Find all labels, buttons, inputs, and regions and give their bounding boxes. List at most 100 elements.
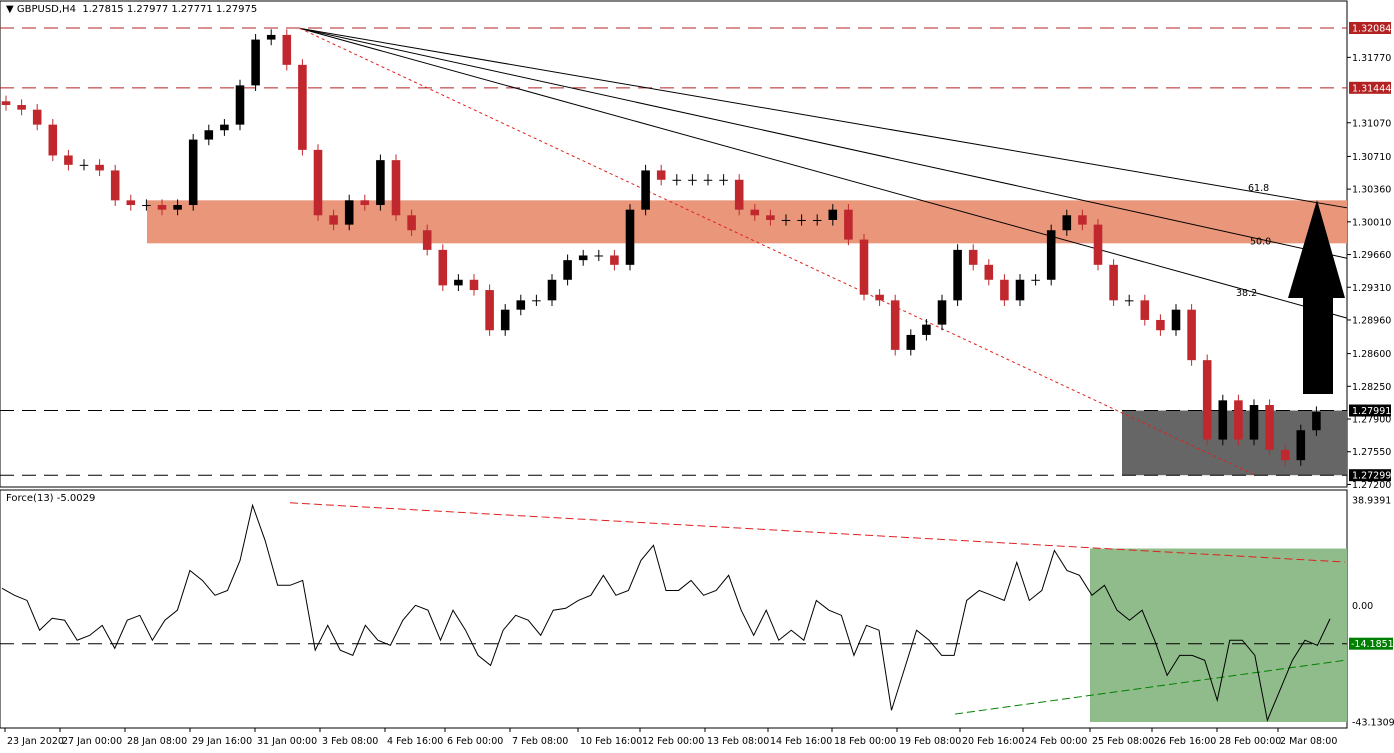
candle-body [235,85,245,125]
candle-body [1265,405,1274,450]
candle-body [1280,449,1290,461]
price-tick-label: 1.31770 [1352,53,1391,64]
candle-body [422,230,432,250]
candle-body [641,170,650,210]
candle-body [79,164,89,166]
price-level-tag [1349,404,1391,417]
candle [1234,394,1243,446]
candle-body [844,209,853,240]
candle [578,249,588,266]
candle-body [1031,279,1040,281]
candle-body [313,149,323,216]
candle [188,133,198,211]
time-tick-label: 4 Feb 16:00 [387,736,443,747]
time-tick-label: 25 Feb 08:00 [1092,736,1154,747]
candle [610,249,619,271]
candle-body [937,300,947,325]
time-tick-label: 6 Feb 00:00 [447,736,503,747]
candle-body [547,279,557,301]
candle-body [251,39,260,86]
fib-fan-label: 61.8 [1248,183,1269,194]
ohlc-readout: 1.27815 1.27977 1.27771 1.27975 [82,4,258,15]
price-tick-label: 1.30010 [1352,217,1391,228]
candle-body [516,300,526,310]
time-tick-label: 7 Feb 08:00 [512,736,568,747]
candle [906,329,916,356]
force-tick-label: -43.1309 [1352,717,1394,728]
candle [719,174,728,186]
candle-body [672,179,682,181]
candle [48,119,58,162]
force-lower-trendline [954,659,1346,715]
candle-body [1046,230,1056,280]
candle [1296,424,1306,466]
candle-body [984,264,994,280]
candle [1312,406,1321,436]
candle-body [17,105,26,110]
candle [859,233,869,301]
candle [1,95,11,111]
candle [532,294,541,306]
candle [875,289,884,306]
fib-fan-line [299,27,1348,259]
candle-body [890,300,900,350]
candle-body [532,300,541,302]
time-tick-label: 29 Jan 16:00 [192,736,252,747]
candle [251,33,260,91]
candle-body [298,64,307,150]
candle [812,214,822,226]
candle [1093,219,1103,271]
time-tick-label: 28 Feb 00:00 [1219,736,1281,747]
candle-body [1000,279,1009,301]
candle [1078,209,1087,231]
candle-body [922,324,931,335]
candle-body [750,209,760,216]
price-level-label: 1.27991 [1352,406,1391,417]
candle [220,119,229,136]
time-tick-label: 18 Feb 00:00 [834,736,896,747]
candle-body [360,200,370,206]
candle [781,214,791,226]
indicator-label: Force(13) -5.0029 [6,493,96,504]
price-level-label: 1.32084 [1352,24,1391,35]
candle-body [1078,215,1087,225]
price-panel-frame [0,0,1348,488]
time-tick-label: 19 Feb 08:00 [899,736,961,747]
candle [1265,399,1274,456]
candle [1031,274,1040,286]
candle [298,59,307,156]
candle-body [1,101,11,106]
force-tick-label: 0.00 [1352,601,1373,612]
time-tick-label: 27 Jan 00:00 [62,736,122,747]
candle [688,174,697,186]
price-tick-label: 1.27900 [1352,415,1391,426]
candle-body [968,249,978,265]
candle [1109,259,1118,306]
fib-fan-line [299,27,1348,319]
candle [1218,394,1228,446]
time-tick-label: 14 Feb 16:00 [770,736,832,747]
candle [516,294,526,316]
candle [1249,399,1259,446]
fib-fan-label: 38.2 [1236,288,1257,299]
candle [563,254,572,286]
price-tick-label: 1.28960 [1352,315,1391,326]
time-tick-label: 20 Feb 16:00 [962,736,1024,747]
candle [797,214,806,226]
candle-body [1234,400,1243,440]
candle [485,284,494,336]
candle [594,249,604,262]
candle-body [781,219,791,221]
candle-body [266,34,276,40]
candle-body [812,219,822,221]
force-tick-label: 38.9391 [1352,496,1391,507]
candle [204,124,214,146]
force-upper-trendline [289,502,1346,563]
time-tick-label: 24 Feb 00:00 [1025,736,1087,747]
candle [1062,209,1072,236]
price-tick-label: 1.30360 [1352,185,1391,196]
price-level-label: 1.31444 [1352,83,1391,94]
time-tick-label: 2 Mar 08:00 [1280,736,1337,747]
candle [1015,274,1025,306]
